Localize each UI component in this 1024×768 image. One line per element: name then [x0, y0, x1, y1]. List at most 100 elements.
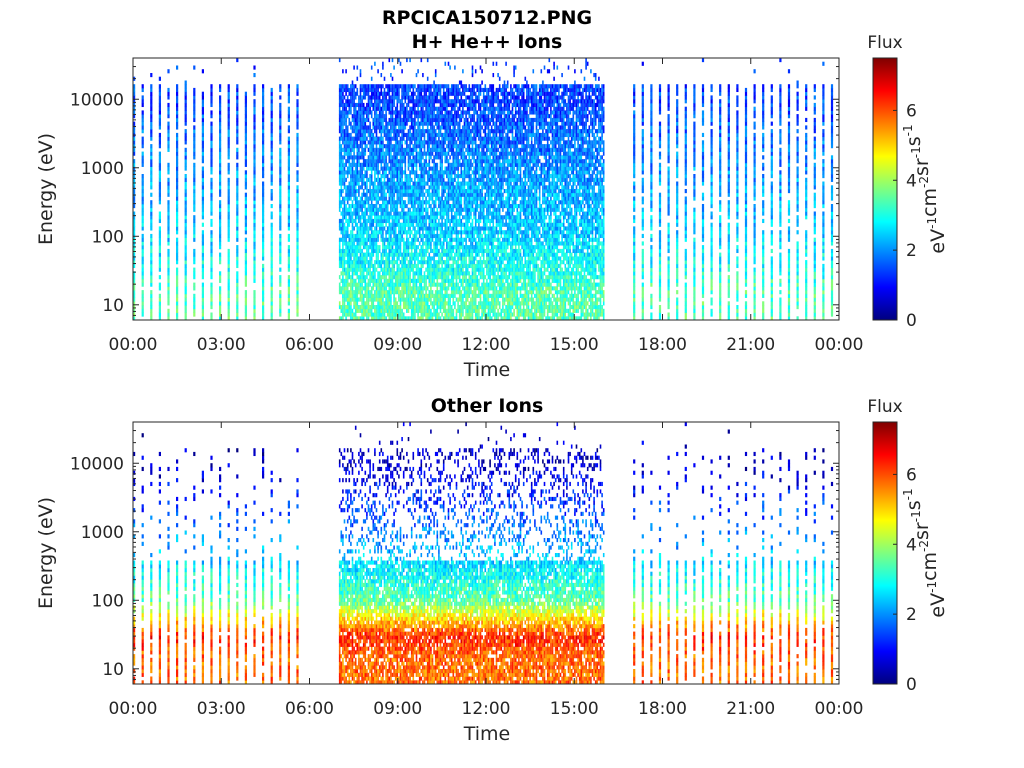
heatmap-cell: [210, 159, 212, 163]
heatmap-cell: [353, 189, 355, 193]
heatmap-cell: [448, 152, 450, 156]
heatmap-cell: [373, 204, 375, 208]
heatmap-cell: [366, 238, 368, 242]
heatmap-cell: [176, 133, 178, 137]
heatmap-cell: [219, 189, 221, 193]
heatmap-cell: [451, 185, 453, 189]
heatmap-cell: [437, 155, 439, 159]
heatmap-cell: [403, 159, 405, 163]
heatmap-cell: [355, 167, 357, 171]
heatmap-cell: [279, 253, 281, 257]
heatmap-cell: [344, 301, 346, 305]
heatmap-cell: [424, 249, 426, 253]
heatmap-cell: [427, 174, 429, 178]
heatmap-cell: [342, 215, 344, 219]
heatmap-cell: [397, 283, 399, 287]
heatmap-cell: [451, 167, 453, 171]
heatmap-cell: [446, 223, 448, 227]
heatmap-cell: [369, 268, 371, 272]
heatmap-cell: [228, 283, 230, 287]
heatmap-cell: [401, 129, 403, 133]
heatmap-cell: [441, 114, 443, 118]
heatmap-cell: [210, 230, 212, 234]
heatmap-cell: [363, 260, 365, 264]
heatmap-cell: [449, 137, 451, 141]
heatmap-cell: [342, 107, 344, 111]
heatmap-cell: [296, 163, 298, 167]
heatmap-cell: [448, 204, 450, 208]
heatmap-cell: [437, 88, 439, 92]
heatmap-cell: [344, 256, 346, 260]
heatmap-cell: [390, 313, 392, 317]
heatmap-cell: [374, 305, 376, 309]
heatmap-cell: [271, 167, 273, 171]
heatmap-cell: [389, 294, 391, 298]
heatmap-cell: [405, 125, 407, 129]
heatmap-cell: [245, 193, 247, 197]
heatmap-cell: [393, 219, 395, 223]
heatmap-cell: [451, 264, 453, 268]
heatmap-cell: [352, 114, 354, 118]
heatmap-cell: [384, 264, 386, 268]
heatmap-cell: [210, 238, 212, 242]
heatmap-cell: [448, 167, 450, 171]
heatmap-cell: [425, 159, 427, 163]
heatmap-cell: [413, 238, 415, 242]
heatmap-cell: [347, 155, 349, 159]
heatmap-cell: [253, 298, 255, 302]
heatmap-cell: [176, 148, 178, 152]
heatmap-cell: [449, 298, 451, 302]
heatmap-cell: [202, 260, 204, 264]
heatmap-cell: [381, 155, 383, 159]
heatmap-cell: [369, 84, 371, 88]
heatmap-cell: [379, 122, 381, 126]
heatmap-cell: [429, 313, 431, 317]
heatmap-cell: [349, 189, 351, 193]
heatmap-cell: [430, 309, 432, 313]
heatmap-cell: [159, 193, 161, 197]
heatmap-cell: [392, 103, 394, 107]
heatmap-cell: [424, 110, 426, 114]
heatmap-cell: [416, 122, 418, 126]
heatmap-cell: [360, 275, 362, 279]
heatmap-cell: [390, 260, 392, 264]
heatmap-cell: [357, 155, 359, 159]
heatmap-cell: [422, 256, 424, 260]
heatmap-cell: [435, 309, 437, 313]
heatmap-cell: [262, 241, 264, 245]
heatmap-cell: [363, 92, 365, 96]
heatmap-cell: [377, 208, 379, 212]
heatmap-cell: [427, 309, 429, 313]
heatmap-cell: [440, 241, 442, 245]
heatmap-cell: [357, 223, 359, 227]
heatmap-cell: [446, 174, 448, 178]
heatmap-cell: [392, 99, 394, 103]
heatmap-cell: [150, 200, 152, 204]
heatmap-cell: [347, 234, 349, 238]
heatmap-cell: [382, 182, 384, 186]
heatmap-cell: [159, 118, 161, 122]
heatmap-cell: [288, 313, 290, 317]
heatmap-cell: [408, 301, 410, 305]
heatmap-cell: [368, 133, 370, 137]
heatmap-cell: [193, 197, 195, 201]
heatmap-cell: [429, 298, 431, 302]
heatmap-cell: [417, 208, 419, 212]
heatmap-cell: [377, 219, 379, 223]
heatmap-cell: [371, 301, 373, 305]
heatmap-cell: [271, 159, 273, 163]
heatmap-cell: [363, 204, 365, 208]
heatmap-cell: [245, 103, 247, 107]
heatmap-cell: [403, 294, 405, 298]
heatmap-cell: [409, 264, 411, 268]
heatmap-cell: [341, 219, 343, 223]
heatmap-cell: [159, 170, 161, 174]
heatmap-cell: [360, 163, 362, 167]
heatmap-cell: [397, 200, 399, 204]
heatmap-cell: [219, 84, 221, 88]
heatmap-cell: [443, 133, 445, 137]
heatmap-cell: [376, 129, 378, 133]
heatmap-cell: [409, 271, 411, 275]
heatmap-cell: [429, 107, 431, 111]
heatmap-cell: [421, 271, 423, 275]
